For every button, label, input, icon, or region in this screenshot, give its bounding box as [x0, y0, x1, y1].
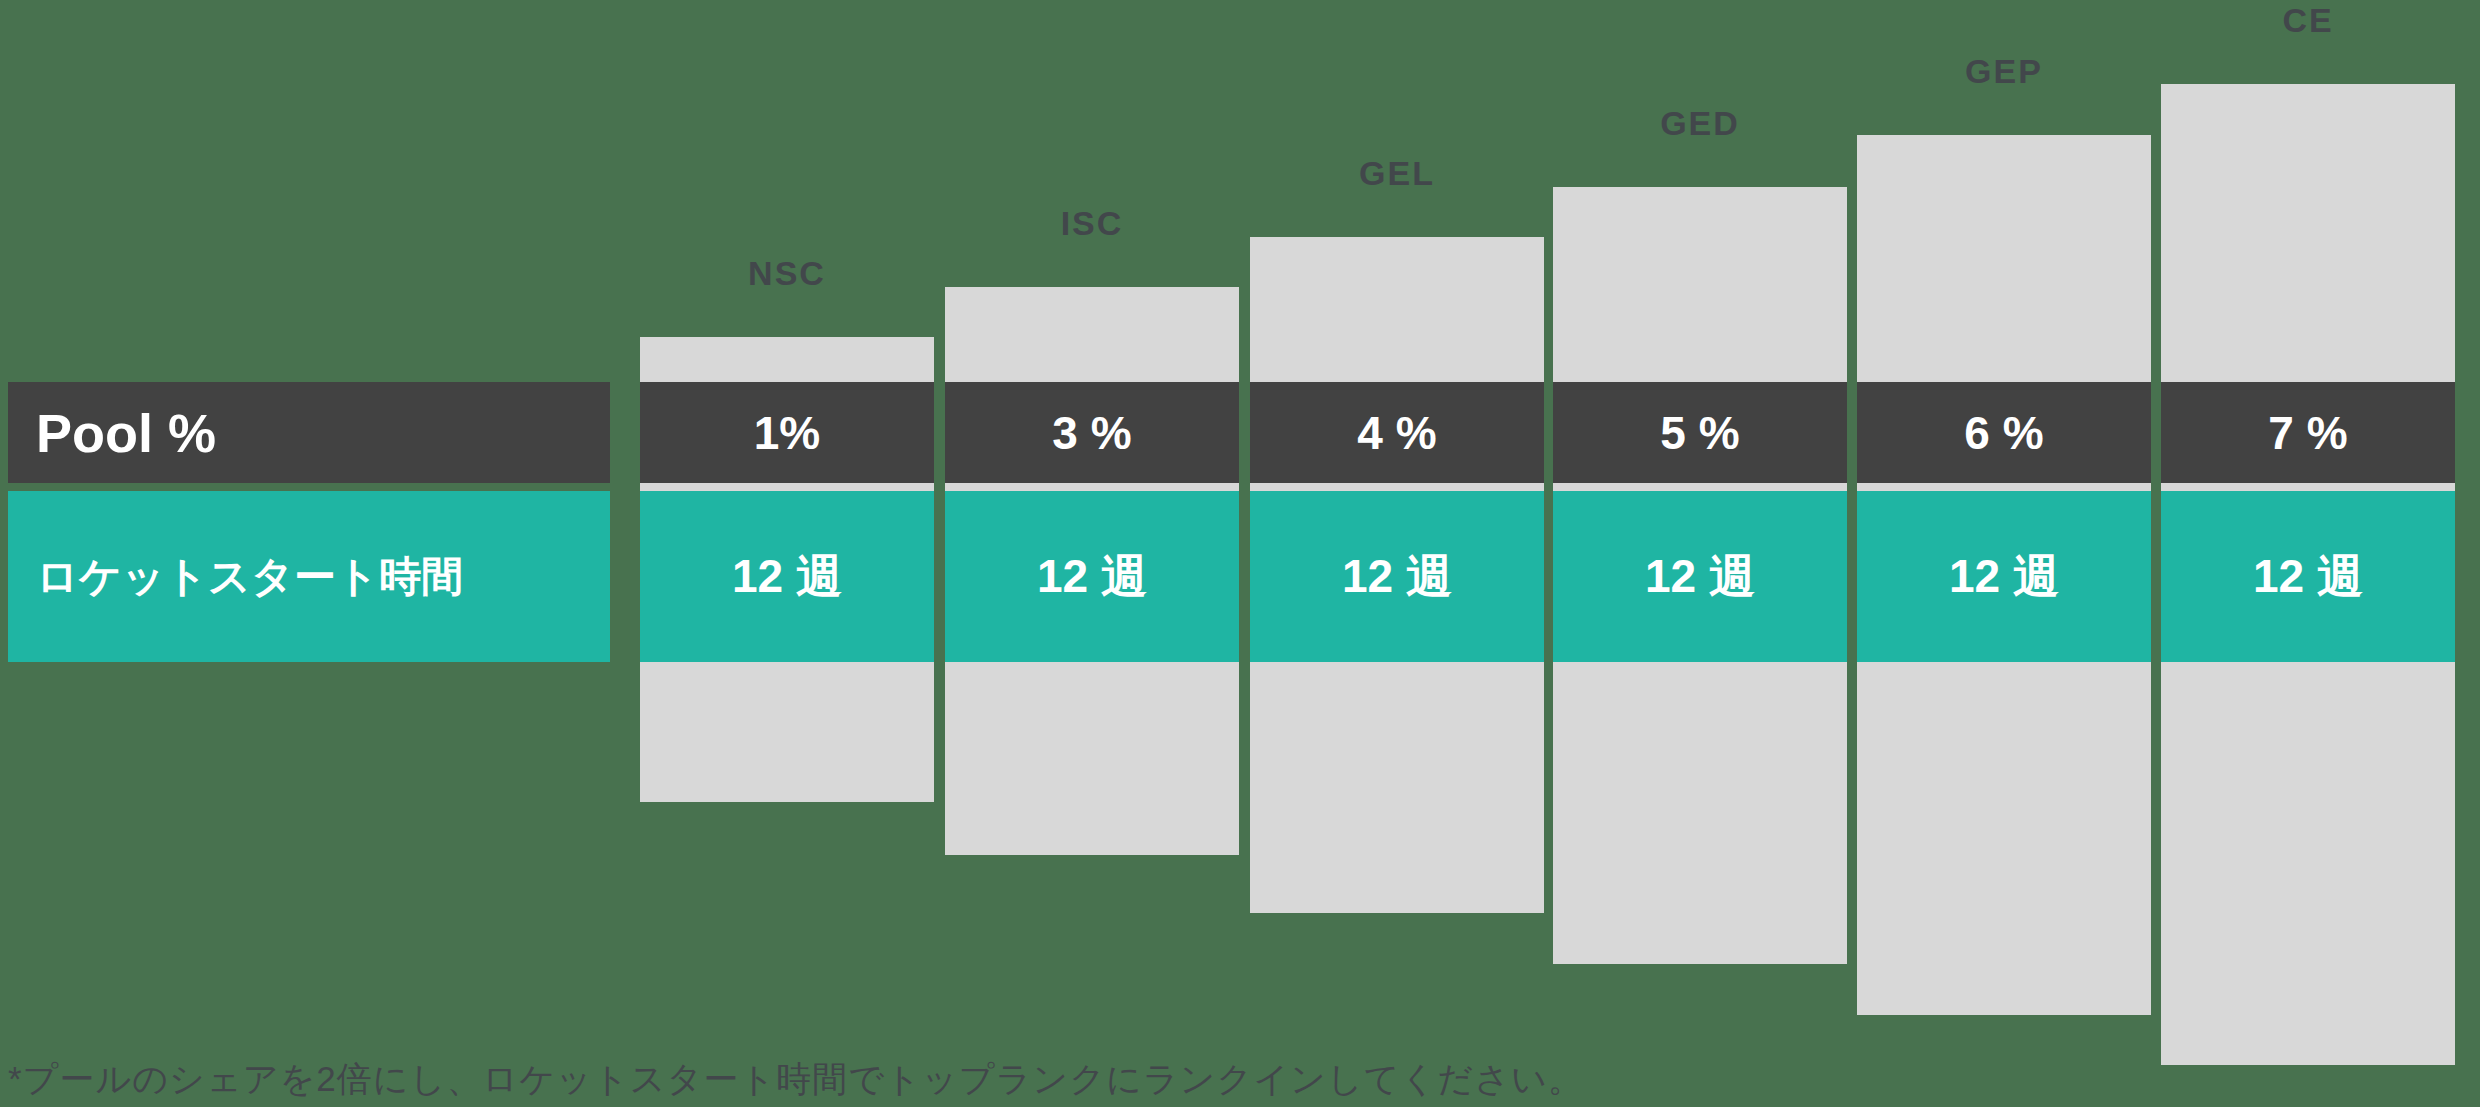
column-header-ce: CE [2161, 0, 2455, 48]
column-header-gep: GEP [1857, 43, 2151, 99]
column-header-isc: ISC [945, 195, 1239, 251]
pool-percent-value-gep: 6 % [1857, 382, 2151, 483]
pool-percent-value-ce: 7 % [2161, 382, 2455, 483]
ranking-tiers-infographic: NSC1%12 週ISC3 %12 週GEL4 %12 週GED5 %12 週G… [0, 0, 2480, 1107]
pool-row-header: Pool % [8, 382, 610, 483]
pool-row-label: Pool % [36, 402, 216, 464]
rocket-start-value-gel: 12 週 [1250, 491, 1544, 662]
column-header-nsc: NSC [640, 245, 934, 301]
pool-percent-value-nsc: 1% [640, 382, 934, 483]
rocket-start-row-label: ロケットスタート時間 [36, 549, 463, 605]
column-header-gel: GEL [1250, 145, 1544, 201]
column-header-ged: GED [1553, 95, 1847, 151]
footnote-text: *プールのシェアを2倍にし、ロケットスタート時間でトップランクにランクインしてく… [8, 1056, 1584, 1103]
rocket-start-value-isc: 12 週 [945, 491, 1239, 662]
rocket-start-value-ce: 12 週 [2161, 491, 2455, 662]
pool-percent-value-gel: 4 % [1250, 382, 1544, 483]
pool-percent-value-ged: 5 % [1553, 382, 1847, 483]
rocket-start-value-gep: 12 週 [1857, 491, 2151, 662]
rocket-start-value-ged: 12 週 [1553, 491, 1847, 662]
pool-percent-value-isc: 3 % [945, 382, 1239, 483]
rocket-start-row-header: ロケットスタート時間 [8, 491, 610, 662]
rocket-start-value-nsc: 12 週 [640, 491, 934, 662]
